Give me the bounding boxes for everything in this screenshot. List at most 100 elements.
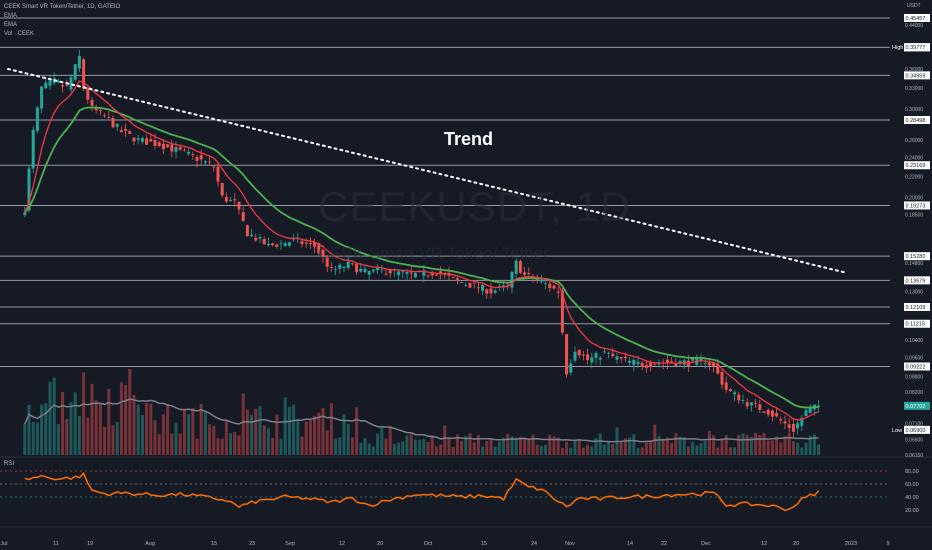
volume-bar bbox=[804, 442, 808, 455]
candle-body bbox=[611, 353, 615, 356]
candle-body bbox=[262, 239, 266, 245]
candle-body bbox=[111, 118, 115, 128]
candle-body bbox=[640, 362, 644, 367]
volume-bar bbox=[254, 408, 258, 455]
ema-slow-legend[interactable]: EMA bbox=[4, 22, 18, 28]
volume-bar bbox=[69, 402, 73, 455]
candle-body bbox=[556, 291, 560, 293]
candle-body bbox=[749, 402, 753, 406]
candle-body bbox=[178, 147, 182, 150]
price-level-label-bg bbox=[904, 276, 930, 285]
candle-body bbox=[98, 110, 102, 111]
candle-body bbox=[334, 268, 338, 270]
candle-body bbox=[384, 273, 388, 275]
candle-body bbox=[237, 201, 241, 210]
volume-bar bbox=[258, 406, 262, 455]
volume-bar bbox=[712, 435, 716, 455]
volume-bar bbox=[523, 438, 527, 455]
candle-body bbox=[443, 274, 447, 275]
volume-bar bbox=[174, 422, 178, 455]
volume-bar bbox=[170, 433, 174, 455]
volume-bar bbox=[136, 404, 140, 455]
candle-body bbox=[506, 284, 510, 286]
volume-bar bbox=[682, 437, 686, 455]
volume-bar bbox=[422, 439, 426, 455]
volume-bar bbox=[455, 434, 459, 455]
volume-bar bbox=[703, 440, 707, 455]
candle-body bbox=[464, 284, 468, 286]
candle-body bbox=[233, 199, 237, 201]
volume-bar bbox=[313, 415, 317, 455]
candle-body bbox=[544, 283, 548, 285]
volume-bar bbox=[77, 415, 81, 455]
volume-bar bbox=[321, 407, 325, 455]
volume-bar bbox=[128, 369, 132, 455]
volume-bar bbox=[279, 438, 283, 455]
ema-fast-legend[interactable]: EMA bbox=[4, 13, 18, 19]
candle-body bbox=[317, 243, 321, 254]
volume-bar bbox=[23, 423, 27, 455]
candle-body bbox=[371, 269, 375, 272]
candle-body bbox=[380, 269, 384, 271]
candle-body bbox=[670, 361, 674, 364]
volume-bar bbox=[590, 446, 594, 455]
price-level-label-bg bbox=[904, 319, 930, 328]
volume-bar bbox=[657, 436, 661, 455]
volume-bar bbox=[754, 432, 758, 455]
candle-body bbox=[628, 360, 632, 363]
volume-bar bbox=[44, 403, 48, 455]
volume-bar bbox=[493, 446, 497, 455]
volume-bar bbox=[334, 438, 338, 455]
volume-bar bbox=[350, 437, 354, 455]
volume-bar bbox=[691, 441, 695, 455]
candle-body bbox=[762, 411, 766, 413]
volume-bar bbox=[216, 438, 220, 455]
volume-bar bbox=[229, 433, 233, 455]
volume-bar bbox=[724, 435, 728, 455]
candle-body bbox=[77, 55, 81, 69]
y-tick-label: 0.13000 bbox=[905, 289, 923, 295]
volume-bar bbox=[514, 437, 518, 455]
volume-bar bbox=[308, 420, 312, 455]
candle-body bbox=[65, 85, 69, 87]
candle-body bbox=[808, 407, 812, 413]
volume-bar bbox=[262, 425, 266, 455]
candle-body bbox=[485, 289, 489, 294]
volume-legend[interactable]: Vol · CEEK bbox=[4, 31, 35, 37]
volume-bar bbox=[86, 417, 90, 455]
volume-bar bbox=[178, 433, 182, 455]
candle-body bbox=[560, 290, 564, 333]
volume-bar bbox=[808, 435, 812, 455]
volume-bar bbox=[598, 433, 602, 455]
volume-bar bbox=[107, 388, 111, 455]
symbol-watermark: CEEKUSDT, 1D bbox=[318, 183, 632, 230]
volume-bar bbox=[119, 382, 123, 455]
volume-bar bbox=[287, 406, 291, 455]
volume-bars bbox=[23, 369, 821, 455]
volume-bar bbox=[397, 442, 401, 455]
candle-body bbox=[304, 242, 308, 244]
candle-body bbox=[817, 405, 821, 407]
candle-body bbox=[796, 423, 800, 429]
candle-body bbox=[220, 183, 224, 196]
volume-bar bbox=[544, 444, 548, 455]
volume-bar bbox=[812, 434, 816, 455]
volume-bar bbox=[245, 409, 249, 455]
volume-bar bbox=[451, 447, 455, 455]
rsi-legend[interactable]: RSI bbox=[4, 461, 15, 467]
candle-body bbox=[149, 139, 153, 142]
x-tick-label: 22 bbox=[661, 541, 667, 547]
price-level-label-bg bbox=[904, 71, 930, 80]
y-tick-label: 0.14800 bbox=[905, 261, 923, 267]
y-tick-label: 0.06600 bbox=[905, 438, 923, 444]
price-level-label: 0.13679 bbox=[906, 278, 926, 284]
volume-bar bbox=[707, 430, 711, 455]
candle-body bbox=[86, 88, 90, 100]
y-tick-label: 0.24000 bbox=[905, 156, 923, 162]
y-tick-label: 0.26000 bbox=[905, 138, 923, 144]
candle-body bbox=[363, 268, 367, 273]
volume-bar bbox=[661, 438, 665, 455]
volume-bar bbox=[384, 438, 388, 455]
candle-body bbox=[308, 243, 312, 244]
volume-bar bbox=[745, 434, 749, 455]
